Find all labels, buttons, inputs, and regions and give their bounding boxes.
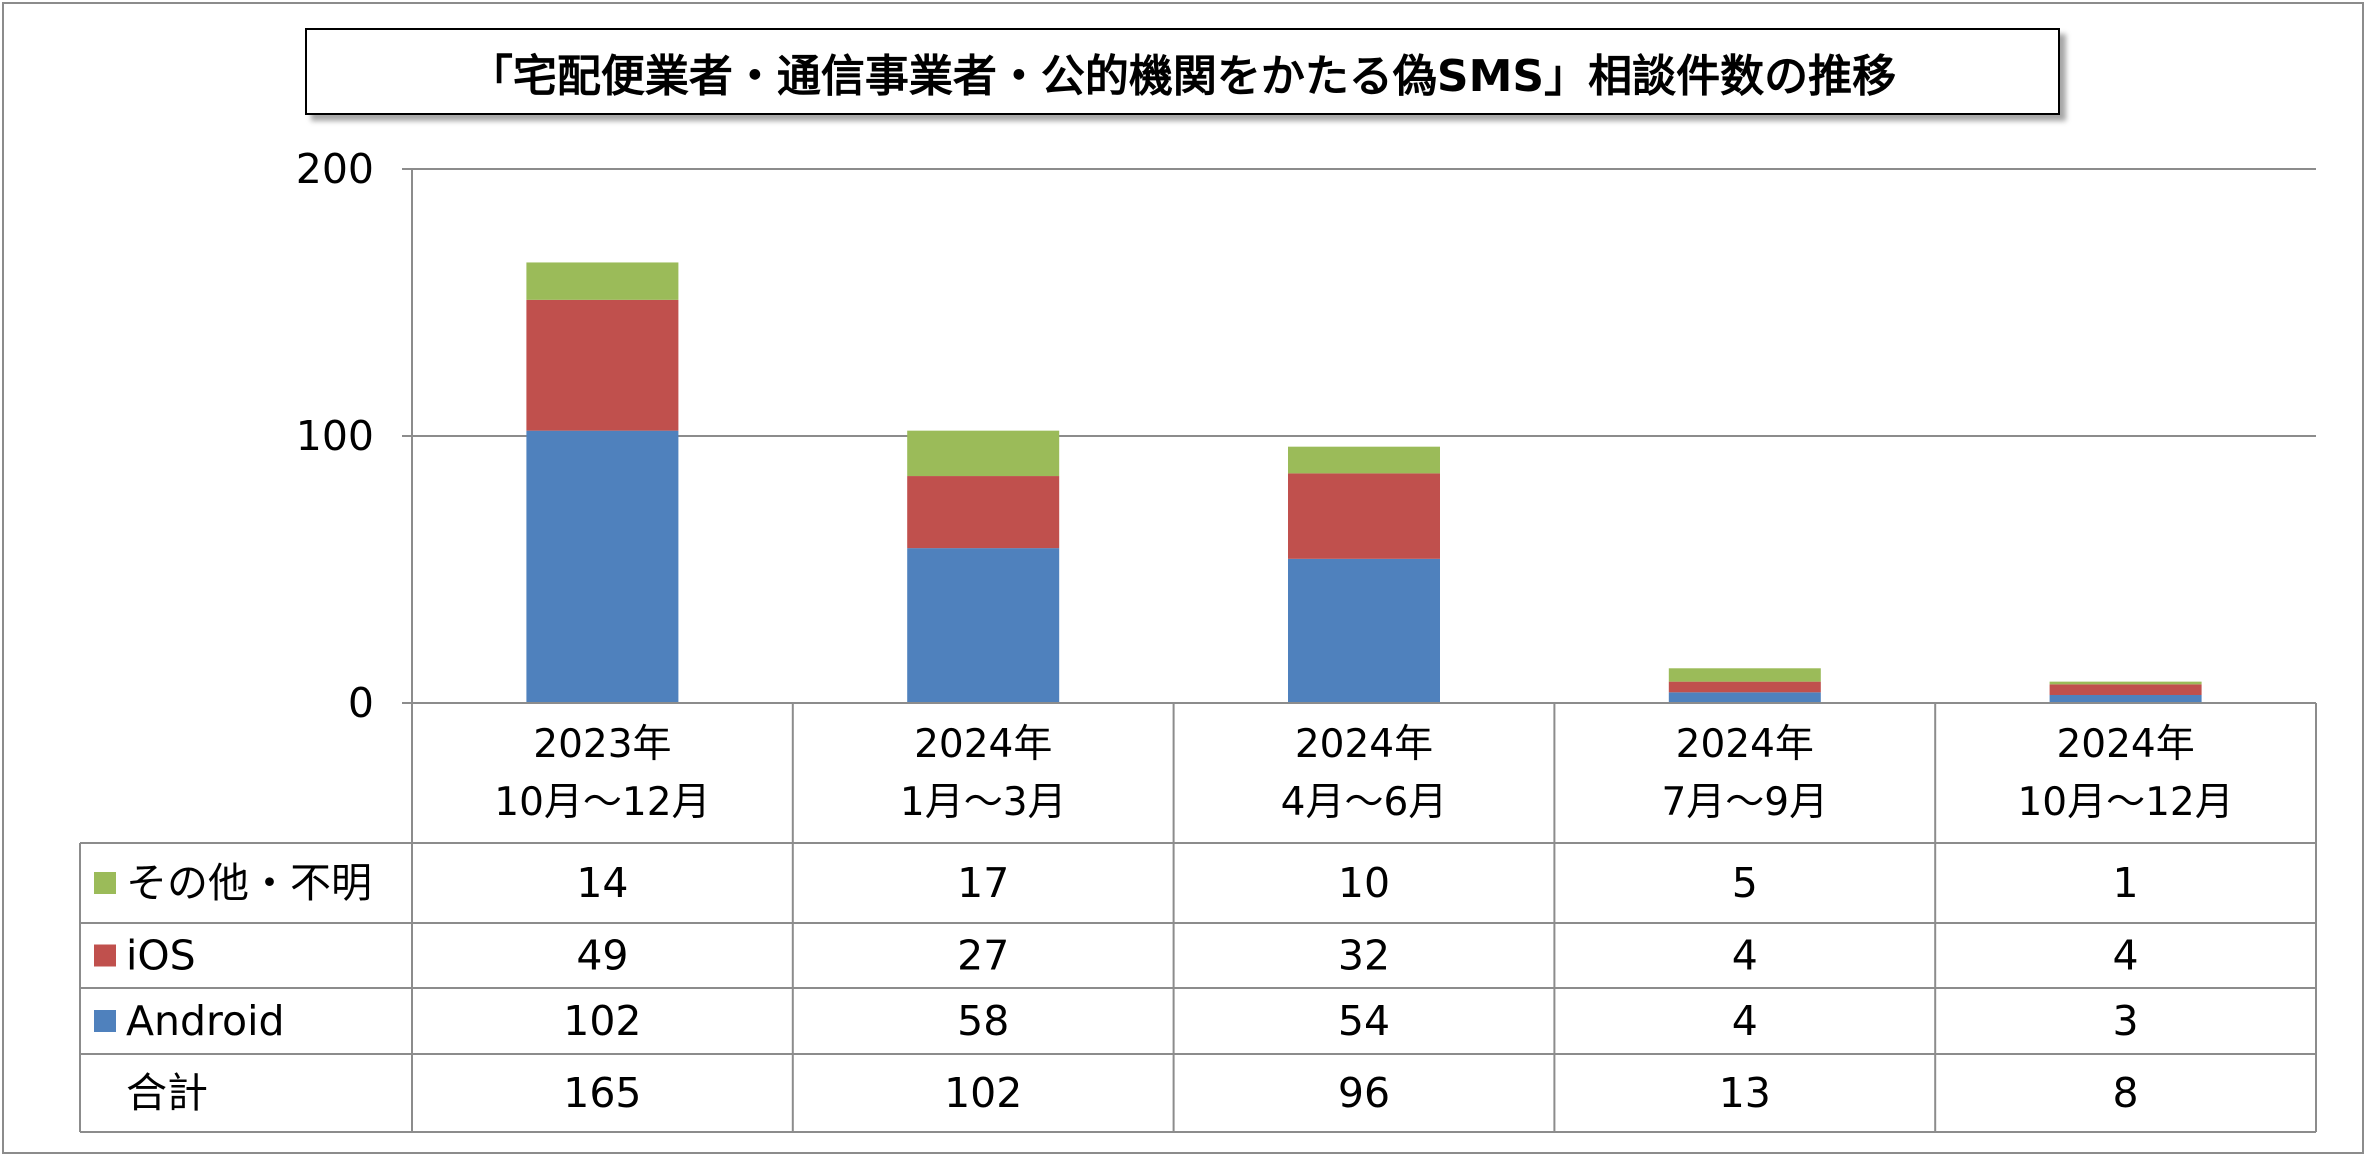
bar-other [1668, 668, 1821, 682]
bar-ios [526, 299, 679, 431]
row-label: Android [126, 997, 285, 1045]
category-label-period: 7月～9月 [1661, 780, 1828, 825]
bar-android [526, 430, 679, 703]
legend-key-swatch [94, 872, 116, 894]
row-label: その他・不明 [126, 859, 372, 907]
table-cell-value: 58 [957, 997, 1009, 1045]
category-label-year: 2024年 [1676, 722, 1814, 767]
bar-ios [1668, 681, 1821, 693]
bar-android [2049, 694, 2202, 703]
bar-ios [2049, 684, 2202, 695]
table-cell-value: 27 [957, 932, 1009, 980]
y-tick-label: 100 [296, 412, 374, 460]
category-label-period: 10月～12月 [494, 780, 710, 825]
table-cell-value: 13 [1719, 1069, 1771, 1117]
row-label: iOS [126, 932, 196, 980]
y-tick-label: 200 [296, 145, 374, 193]
table-cell-value: 54 [1338, 997, 1390, 1045]
table-cell-value: 102 [563, 997, 641, 1045]
y-tick-label: 0 [348, 679, 374, 727]
row-label-total: 合計 [126, 1069, 208, 1117]
bar-ios [1288, 473, 1440, 559]
table-cell-value: 165 [563, 1069, 641, 1117]
category-label-year: 2023年 [533, 722, 671, 767]
bar-ios [907, 476, 1060, 549]
bar-android [1288, 558, 1440, 703]
table-cell-value: 102 [944, 1069, 1022, 1117]
chart-title: 「宅配便業者・通信事業者・公的機関をかたる偽SMS」相談件数の推移 [468, 50, 1897, 102]
table-cell-value: 96 [1338, 1069, 1390, 1117]
table-cell-value: 3 [2113, 997, 2139, 1045]
table-cell-value: 14 [576, 859, 628, 907]
bar-android [1668, 692, 1821, 703]
category-label-period: 10月～12月 [2017, 780, 2233, 825]
table-cell-value: 4 [1732, 932, 1758, 980]
bar-other [2049, 681, 2202, 685]
table-cell-value: 4 [1732, 997, 1758, 1045]
category-label-period: 1月～3月 [900, 780, 1067, 825]
category-label-year: 2024年 [1295, 722, 1433, 767]
table-cell-value: 5 [1732, 859, 1758, 907]
table-cell-value: 49 [576, 932, 628, 980]
bar-other [1288, 446, 1440, 474]
bar-android [907, 548, 1060, 703]
table-cell-value: 17 [957, 859, 1009, 907]
bar-other [526, 262, 679, 300]
table-cell-value: 8 [2113, 1069, 2139, 1117]
category-label-year: 2024年 [914, 722, 1052, 767]
category-label-year: 2024年 [2056, 722, 2194, 767]
chart-title-box: 「宅配便業者・通信事業者・公的機関をかたる偽SMS」相談件数の推移 [305, 28, 2060, 115]
table-cell-value: 4 [2113, 932, 2139, 980]
bar-other [907, 430, 1060, 477]
table-cell-value: 10 [1338, 859, 1390, 907]
category-label-period: 4月～6月 [1281, 780, 1448, 825]
table-cell-value: 1 [2113, 859, 2139, 907]
table-cell-value: 32 [1338, 932, 1390, 980]
legend-key-swatch [94, 944, 116, 967]
legend-key-swatch [94, 1010, 116, 1032]
